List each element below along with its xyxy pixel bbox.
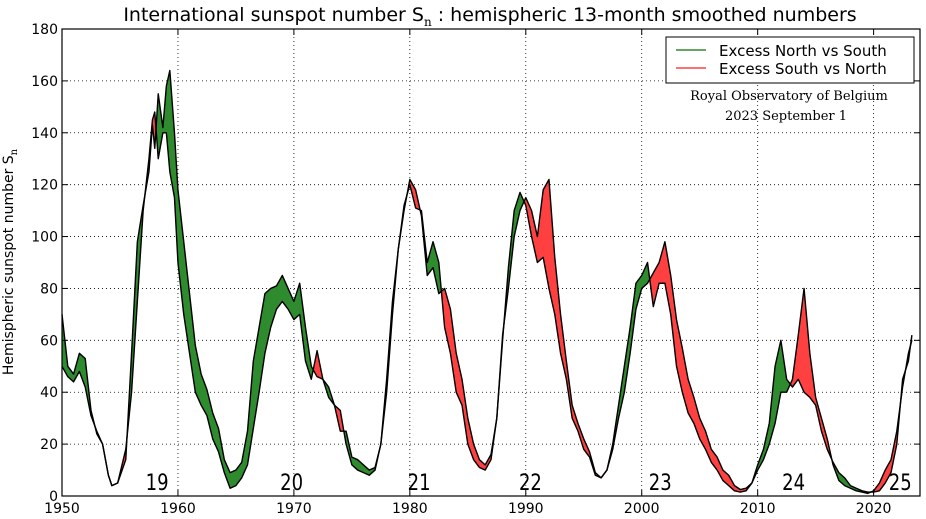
y-tick-label: 160 bbox=[31, 74, 58, 90]
legend-north-label: Excess North vs South bbox=[719, 42, 887, 60]
series-line-south bbox=[61, 111, 913, 495]
cycle-label: 21 bbox=[408, 469, 431, 495]
x-tick-label: 1970 bbox=[276, 501, 312, 517]
plot-frame bbox=[61, 28, 921, 497]
y-tick-label: 140 bbox=[31, 126, 58, 142]
y-tick-label: 100 bbox=[31, 230, 58, 246]
y-tick-label: 120 bbox=[31, 178, 58, 194]
x-tick-label: 2000 bbox=[624, 501, 660, 517]
source-line-2: 2023 September 1 bbox=[725, 109, 847, 124]
y-tick-label: 0 bbox=[49, 489, 58, 505]
cycle-label: 25 bbox=[889, 469, 912, 495]
chart-title: International sunspot number Sn : hemisp… bbox=[123, 4, 856, 29]
grid bbox=[62, 29, 920, 496]
x-tick-label: 1960 bbox=[160, 501, 196, 517]
x-tick-label: 1950 bbox=[44, 501, 80, 517]
series-line-north bbox=[61, 69, 913, 493]
x-tick-label: 2010 bbox=[740, 501, 776, 517]
y-tick-label: 20 bbox=[40, 437, 58, 453]
x-tick-label: 2020 bbox=[856, 501, 892, 517]
axis-ticks: 1950 1960 1970 1980 1990 2000 2010 2020 0 20 40 60 8… bbox=[31, 22, 920, 517]
y-tick-label: 80 bbox=[40, 281, 58, 297]
y-tick-label: 60 bbox=[40, 333, 58, 349]
cycle-label: 23 bbox=[649, 469, 672, 495]
x-tick-label: 1980 bbox=[392, 501, 428, 517]
cycle-label: 24 bbox=[782, 469, 805, 495]
series-lines bbox=[61, 69, 913, 495]
cycle-labels: 19 20 21 22 23 24 25 bbox=[146, 469, 912, 495]
y-tick-label: 180 bbox=[31, 22, 58, 38]
cycle-label: 19 bbox=[146, 469, 169, 495]
source-line-1: Royal Observatory of Belgium bbox=[690, 89, 888, 104]
y-axis-label: Hemispheric sunspot number Sn bbox=[1, 148, 20, 375]
legend: Excess North vs South Excess South vs No… bbox=[665, 36, 915, 84]
cycle-label: 20 bbox=[280, 469, 303, 495]
y-tick-label: 40 bbox=[40, 385, 58, 401]
legend-box bbox=[665, 36, 915, 84]
cycle-label: 22 bbox=[519, 469, 542, 495]
legend-south-label: Excess South vs North bbox=[719, 60, 887, 78]
x-tick-label: 1990 bbox=[508, 501, 544, 517]
